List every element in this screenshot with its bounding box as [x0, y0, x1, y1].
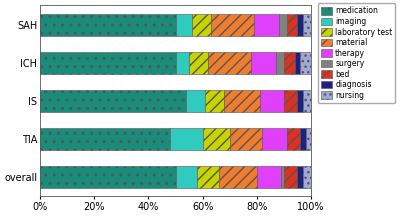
Bar [40, 90, 186, 112]
Bar [300, 52, 311, 74]
Bar [186, 90, 205, 112]
Bar [295, 52, 300, 74]
Bar [276, 52, 284, 74]
Bar [40, 14, 176, 36]
Bar [197, 166, 219, 188]
Bar [40, 166, 176, 188]
Bar [40, 128, 170, 150]
Bar [284, 52, 295, 74]
Bar [298, 14, 303, 36]
Bar [257, 166, 281, 188]
Bar [260, 90, 284, 112]
Bar [262, 128, 287, 150]
Bar [284, 90, 298, 112]
Bar [205, 90, 224, 112]
Bar [306, 128, 311, 150]
Bar [189, 52, 208, 74]
Bar [298, 166, 303, 188]
Bar [176, 166, 197, 188]
Bar [254, 14, 278, 36]
Bar [287, 14, 298, 36]
Bar [303, 14, 311, 36]
Bar [170, 128, 203, 150]
Bar [303, 166, 311, 188]
Bar [230, 128, 262, 150]
Bar [281, 166, 284, 188]
Bar [176, 52, 189, 74]
Bar [208, 52, 252, 74]
Bar [298, 90, 303, 112]
Bar [252, 52, 276, 74]
Bar [278, 14, 287, 36]
Bar [284, 166, 298, 188]
Bar [192, 14, 211, 36]
Bar [303, 90, 311, 112]
Bar [40, 52, 176, 74]
Bar [300, 128, 306, 150]
Bar [211, 14, 254, 36]
Bar [219, 166, 257, 188]
Bar [224, 90, 260, 112]
Bar [287, 128, 300, 150]
Bar [203, 128, 230, 150]
Bar [176, 14, 192, 36]
Legend: medication, imaging, laboratory test, material, therapy, surgery, bed, diagnosis: medication, imaging, laboratory test, ma… [318, 3, 396, 103]
